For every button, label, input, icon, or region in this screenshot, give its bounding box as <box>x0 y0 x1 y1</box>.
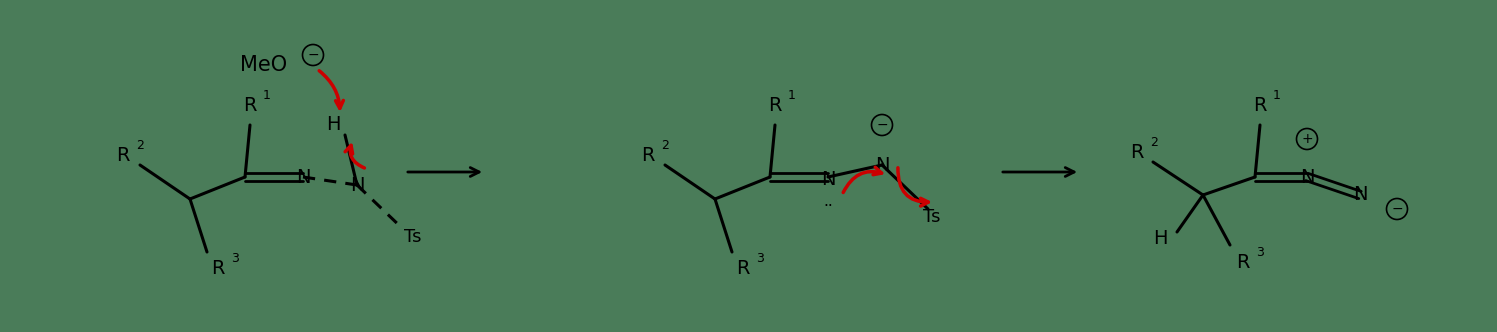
Text: R: R <box>117 145 130 164</box>
Text: R: R <box>641 145 654 164</box>
Text: R: R <box>1237 253 1250 272</box>
Text: N: N <box>874 155 889 175</box>
Text: R: R <box>243 96 257 115</box>
Text: 3: 3 <box>756 253 763 266</box>
Text: 2: 2 <box>136 138 144 151</box>
Text: N: N <box>820 170 835 189</box>
Text: ··: ·· <box>823 200 832 214</box>
Text: 2: 2 <box>1150 135 1159 148</box>
Text: −: − <box>307 48 319 62</box>
Text: N: N <box>350 176 364 195</box>
Text: Ts: Ts <box>924 208 940 226</box>
Text: H: H <box>1153 229 1168 248</box>
Text: Ts: Ts <box>404 228 422 246</box>
Text: 1: 1 <box>263 89 271 102</box>
Text: N: N <box>1353 186 1367 205</box>
Text: R: R <box>768 96 781 115</box>
Text: +: + <box>1301 132 1313 146</box>
Text: 1: 1 <box>1272 89 1281 102</box>
Text: −: − <box>876 118 888 132</box>
Text: H: H <box>326 116 340 134</box>
Text: 1: 1 <box>787 89 796 102</box>
Text: −: − <box>1391 202 1403 216</box>
Text: R: R <box>1130 142 1144 161</box>
Text: 2: 2 <box>662 138 669 151</box>
Text: N: N <box>1299 168 1314 187</box>
Text: R: R <box>1253 96 1266 115</box>
Text: N: N <box>296 168 310 187</box>
Text: 3: 3 <box>231 253 240 266</box>
Text: R: R <box>737 260 750 279</box>
Text: R: R <box>211 260 225 279</box>
Text: MeO: MeO <box>240 55 287 75</box>
Text: 3: 3 <box>1256 245 1263 259</box>
